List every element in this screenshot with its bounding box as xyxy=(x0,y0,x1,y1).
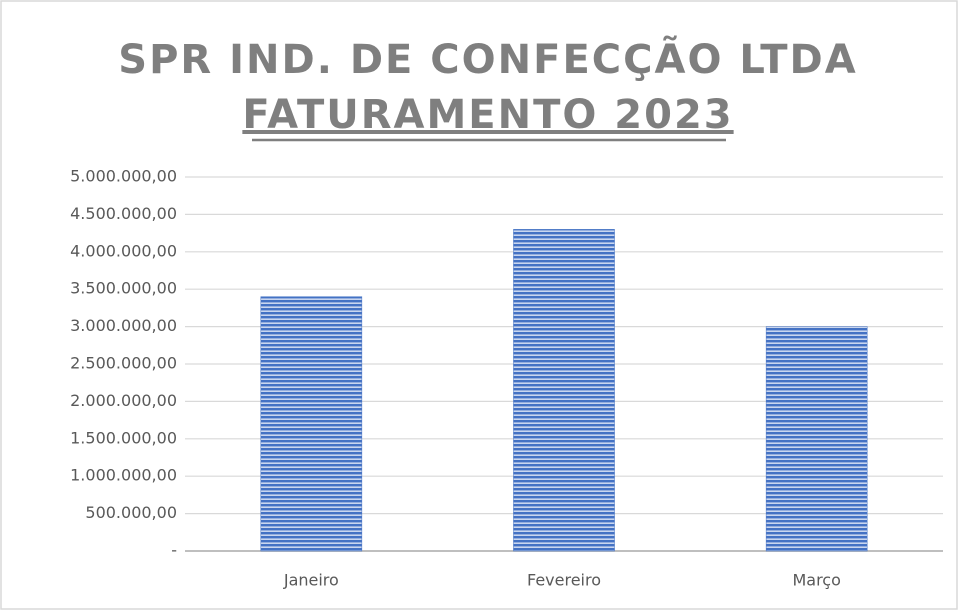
chart-title: SPR IND. DE CONFECÇÃO LTDA xyxy=(118,34,857,83)
y-tick-label: 2.500.000,00 xyxy=(70,354,177,373)
y-tick-label: 4.000.000,00 xyxy=(70,241,177,260)
bar xyxy=(260,296,363,552)
y-tick-label: 4.500.000,00 xyxy=(70,204,177,223)
y-tick-label: 3.000.000,00 xyxy=(70,316,177,335)
x-tick-label: Janeiro xyxy=(283,571,339,590)
x-tick-label: Março xyxy=(792,571,840,590)
bar xyxy=(765,326,868,552)
y-tick-label: 1.000.000,00 xyxy=(70,466,177,485)
y-tick-label: 1.500.000,00 xyxy=(70,428,177,447)
y-tick-label: 2.000.000,00 xyxy=(70,391,177,410)
chart-subtitle: FATURAMENTO 2023 xyxy=(242,92,733,138)
y-tick-label: 5.000.000,00 xyxy=(70,167,177,186)
y-tick-label: 3.500.000,00 xyxy=(70,279,177,298)
y-tick-label: 500.000,00 xyxy=(85,503,177,522)
y-tick-label: - xyxy=(171,541,177,560)
x-tick-label: Fevereiro xyxy=(527,571,601,590)
bar xyxy=(513,229,615,552)
